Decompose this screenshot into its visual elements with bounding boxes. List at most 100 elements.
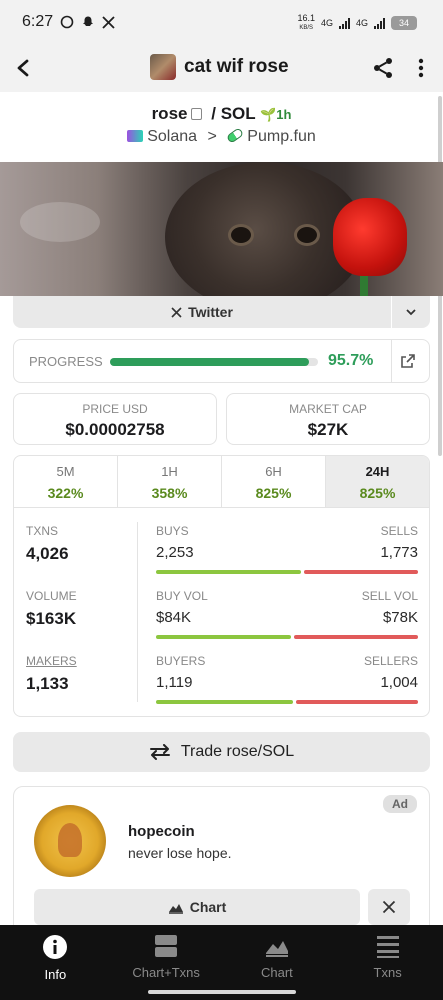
chain-breadcrumb: Solana > Pump.fun — [0, 127, 443, 146]
sprout-icon: 🌱 — [260, 107, 277, 122]
nav-chart[interactable]: Chart — [222, 925, 333, 1000]
twitter-button[interactable]: Twitter — [13, 296, 391, 328]
txns-label: TXNS — [26, 524, 59, 538]
nav-info[interactable]: Info — [0, 925, 111, 1000]
buy-vol-value: $84K — [156, 609, 192, 626]
tab-6h[interactable]: 6H 825% — [222, 456, 326, 507]
info-icon — [43, 935, 68, 959]
tab-label: 1H — [161, 464, 178, 479]
volume-label: VOLUME — [26, 589, 77, 603]
makers-label[interactable]: MAKERS — [26, 654, 77, 668]
breadcrumb-sep: > — [207, 128, 217, 145]
market-cap-value: $27K — [307, 420, 349, 439]
progress-percent: 95.7% — [328, 352, 374, 369]
tab-change: 322% — [47, 485, 84, 501]
system-icons: 16.1 KB/S 4G 4G 34 — [297, 14, 417, 32]
nav-label: Chart — [260, 965, 293, 980]
x-icon — [171, 306, 182, 318]
tab-change: 358% — [151, 485, 188, 501]
nav-txns[interactable]: Txns — [332, 925, 443, 1000]
pair-title: rose / SOL 🌱1h — [0, 104, 443, 124]
net-speed-unit: KB/S — [299, 25, 314, 31]
tab-change: 825% — [255, 485, 292, 501]
status-bar: 6:27 16.1 KB/S 4G 4G 34 — [0, 0, 443, 46]
swap-icon — [149, 744, 170, 760]
snapchat-icon — [82, 16, 93, 26]
socials-dropdown-button[interactable] — [392, 296, 430, 328]
buy-vol-label: BUY VOL — [156, 589, 208, 603]
x-app-icon — [102, 16, 115, 29]
tab-1h[interactable]: 1H 358% — [118, 456, 222, 507]
ad-chart-label: Chart — [189, 899, 227, 915]
trade-label: Trade rose/SOL — [180, 743, 295, 760]
nav-label: Txns — [373, 965, 402, 980]
ad-token-name: hopecoin — [128, 823, 195, 840]
app-header: cat wif rose — [0, 46, 443, 92]
copy-icon[interactable] — [191, 108, 203, 120]
price-label: PRICE USD — [82, 402, 148, 416]
tab-24h[interactable]: 24H 825% — [326, 456, 429, 507]
net-speed: 16.1 — [297, 13, 315, 23]
ad-token-logo — [34, 805, 106, 877]
sells-label: SELLS — [380, 524, 418, 538]
buys-sells-bar — [156, 570, 418, 574]
tab-label: 24H — [365, 464, 390, 479]
solana-icon — [127, 130, 144, 142]
chevron-left-icon — [17, 59, 29, 77]
signal-icon — [338, 17, 350, 29]
tab-5m[interactable]: 5M 322% — [14, 456, 118, 507]
trade-button[interactable]: Trade rose/SOL — [13, 732, 430, 772]
makers-value: 1,133 — [26, 674, 69, 693]
buyers-label: BUYERS — [156, 654, 206, 668]
tab-label: 6H — [265, 464, 282, 479]
sells-value: 1,773 — [380, 544, 418, 561]
bonding-progress-card: PROGRESS 95.7% — [13, 339, 430, 383]
progress-track — [110, 358, 318, 366]
market-cap-label: MARKET CAP — [289, 402, 367, 416]
signal-label-1: 4G — [320, 18, 333, 28]
pair-base: rose — [151, 104, 188, 123]
market-cap-card: MARKET CAP $27K — [226, 393, 430, 445]
timeframe-tabs: 5M 322% 1H 358% 6H 825% 24H 825% — [14, 456, 429, 508]
sellers-label: SELLERS — [363, 654, 418, 668]
back-button[interactable] — [12, 54, 36, 82]
nav-chart-txns[interactable]: Chart+Txns — [111, 925, 222, 1000]
buyers-sellers-bar — [156, 700, 418, 704]
share-button[interactable] — [371, 56, 395, 85]
bottom-nav: Info Chart+Txns Chart Txns — [0, 925, 443, 1000]
header-title-group: cat wif rose — [150, 54, 289, 80]
ad-badge: Ad — [383, 795, 417, 813]
price-value: $0.00002758 — [65, 420, 165, 439]
chevron-down-icon — [406, 309, 416, 316]
token-avatar — [150, 54, 176, 80]
price-card: PRICE USD $0.00002758 — [13, 393, 217, 445]
stats-card: 5M 322% 1H 358% 6H 825% 24H 825% TXNS 4,026 … — [13, 455, 430, 717]
chain-dex[interactable]: Pump.fun — [247, 128, 316, 145]
home-indicator[interactable] — [148, 990, 296, 994]
chain-network[interactable]: Solana — [147, 128, 198, 145]
external-link-button[interactable] — [400, 353, 416, 374]
buys-label: BUYS — [156, 524, 189, 538]
txns-metric: TXNS 4,026 — [26, 524, 69, 564]
ad-x-button[interactable] — [368, 889, 410, 925]
whatsapp-icon — [60, 15, 74, 29]
battery-icon: 34 — [391, 16, 417, 30]
pumpfun-icon — [226, 127, 245, 144]
makers-metric: MAKERS 1,133 — [26, 654, 77, 694]
more-button[interactable] — [417, 56, 425, 85]
twitter-label: Twitter — [188, 304, 233, 320]
pair-quote: SOL — [220, 104, 256, 123]
volume-bar — [156, 635, 418, 639]
sell-vol-label: SELL VOL — [361, 589, 418, 603]
page-title: cat wif rose — [184, 56, 289, 77]
more-vert-icon — [418, 58, 424, 78]
sellers-value: 1,004 — [380, 674, 418, 691]
notification-icons — [60, 14, 115, 30]
signal-icon-2 — [374, 17, 385, 29]
share-icon — [374, 58, 392, 78]
ad-chart-button[interactable]: Chart — [34, 889, 360, 925]
ad-card[interactable]: Ad hopecoin never lose hope. Chart — [13, 786, 430, 936]
sell-vol-value: $78K — [382, 609, 418, 626]
ad-token-description: never lose hope. — [128, 845, 232, 861]
nav-label: Chart+Txns — [132, 965, 200, 980]
